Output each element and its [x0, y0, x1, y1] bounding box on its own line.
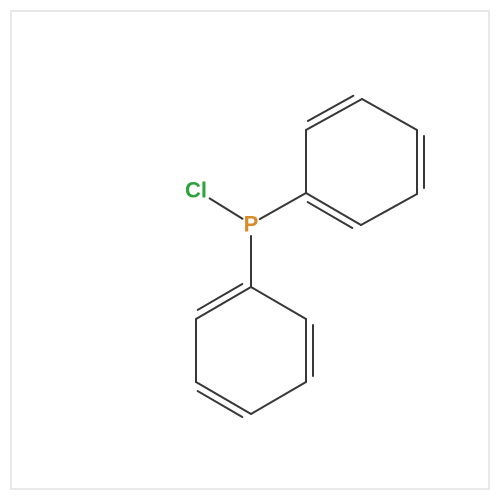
card-border — [10, 10, 490, 490]
structure-card: PCl — [0, 0, 500, 500]
